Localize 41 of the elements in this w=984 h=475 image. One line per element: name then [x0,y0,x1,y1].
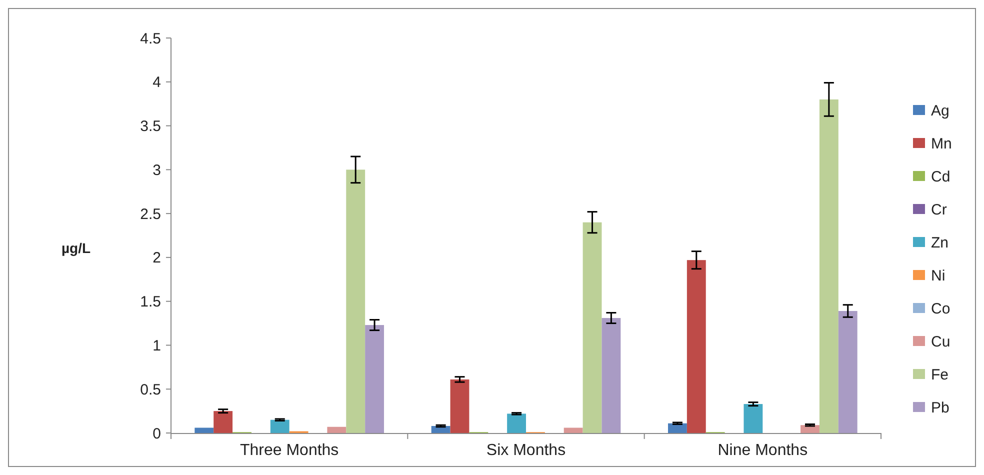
bar [819,99,838,433]
legend-label: Pb [931,399,950,416]
x-tick-label: Three Months [240,442,339,459]
bar [365,325,384,433]
bar [800,425,820,433]
bar [214,411,233,433]
y-axis-title: µg/L [61,240,91,256]
x-tick-label: Nine Months [718,442,808,459]
legend-label: Cd [931,168,950,186]
legend-label: Cr [931,201,947,218]
legend-label: Zn [931,234,949,252]
bar [346,170,366,433]
y-tick-label: 3 [152,162,161,179]
y-tick-label: 2 [152,250,161,267]
legend-label: Mn [931,135,952,152]
bar [686,260,706,433]
legend-label: Ag [931,102,950,120]
bar [450,379,470,433]
legend-label: Ni [931,267,946,284]
bar [602,318,621,433]
y-tick-label: 3.5 [140,118,161,136]
y-tick-label: 0.5 [140,381,161,398]
bar [744,404,763,433]
legend-label: Cu [931,333,950,350]
y-tick-label: 4 [152,74,161,92]
legend-label: Co [931,300,950,318]
legend-label: Fe [931,366,949,384]
bar [838,310,858,433]
bar [582,222,602,433]
bar [668,423,687,433]
y-tick-label: 4.5 [140,30,161,48]
x-tick-label: Six Months [486,442,566,459]
bar [270,420,290,433]
y-tick-label: 1.5 [140,294,161,311]
bar [507,414,526,433]
bar [327,426,346,433]
bar [194,428,214,433]
y-tick-label: 1 [152,337,161,354]
y-tick-label: 2.5 [140,206,161,223]
y-tick-label: 0 [152,425,161,442]
bar [564,428,583,433]
